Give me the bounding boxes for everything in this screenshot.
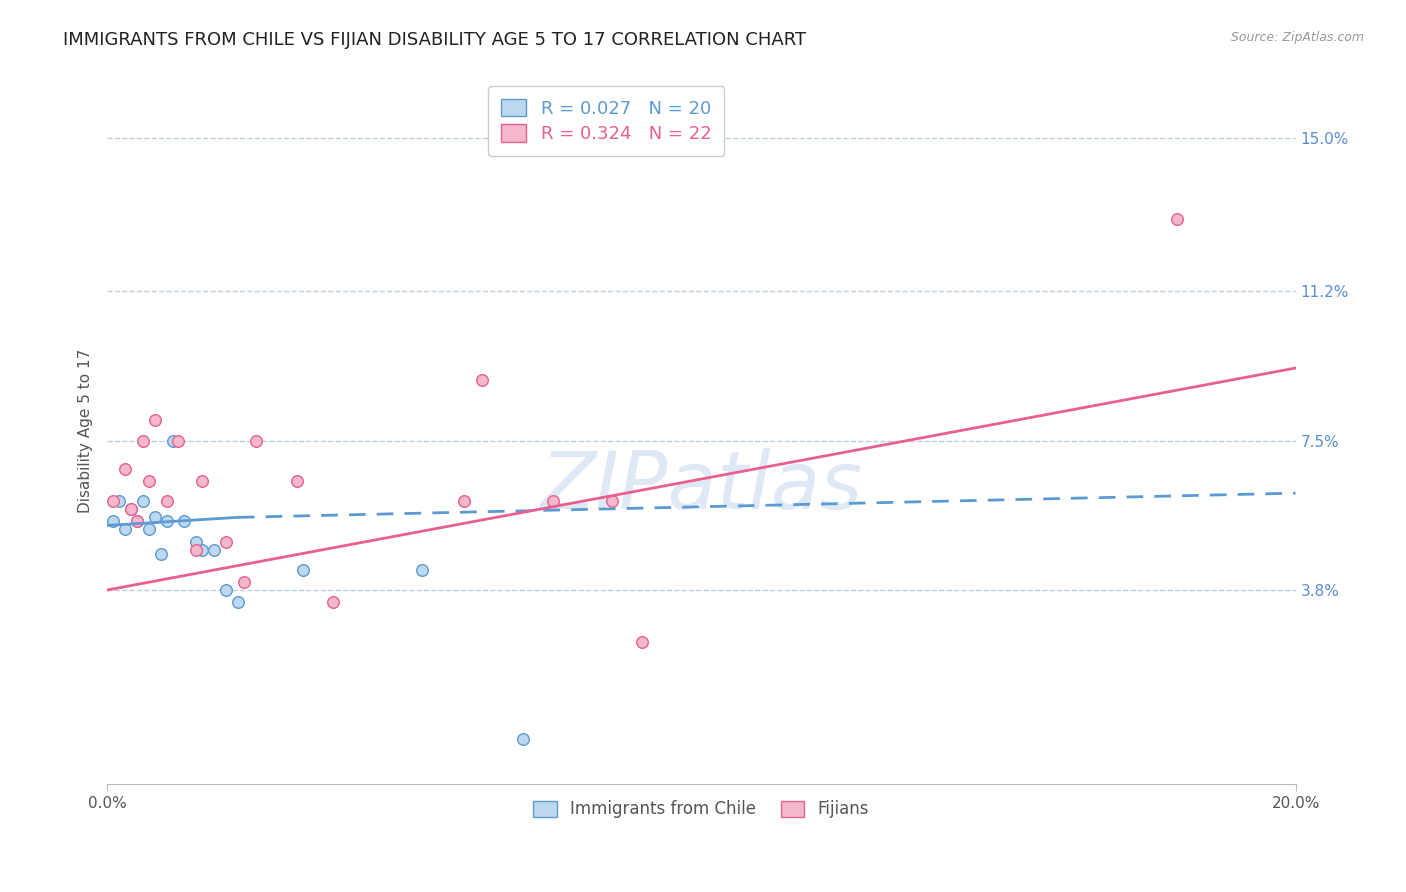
- Text: ZIPatlas: ZIPatlas: [540, 448, 862, 526]
- Point: [541, 494, 564, 508]
- Point: [173, 515, 195, 529]
- Point: [114, 523, 136, 537]
- Point: [186, 534, 208, 549]
- Text: Source: ZipAtlas.com: Source: ZipAtlas.com: [1230, 31, 1364, 45]
- Point: [120, 502, 142, 516]
- Point: [600, 494, 623, 508]
- Point: [453, 494, 475, 508]
- Point: [411, 563, 433, 577]
- Point: [512, 732, 534, 747]
- Point: [132, 494, 155, 508]
- Point: [108, 494, 131, 508]
- Point: [285, 474, 308, 488]
- Point: [470, 373, 492, 387]
- Legend: Immigrants from Chile, Fijians: Immigrants from Chile, Fijians: [527, 794, 876, 825]
- Point: [101, 515, 124, 529]
- Point: [322, 595, 344, 609]
- Point: [232, 574, 254, 589]
- Point: [125, 515, 148, 529]
- Y-axis label: Disability Age 5 to 17: Disability Age 5 to 17: [79, 349, 93, 513]
- Text: IMMIGRANTS FROM CHILE VS FIJIAN DISABILITY AGE 5 TO 17 CORRELATION CHART: IMMIGRANTS FROM CHILE VS FIJIAN DISABILI…: [63, 31, 807, 49]
- Point: [114, 462, 136, 476]
- Point: [138, 523, 160, 537]
- Point: [292, 563, 315, 577]
- Point: [245, 434, 267, 448]
- Point: [631, 635, 654, 649]
- Point: [101, 494, 124, 508]
- Point: [215, 582, 238, 597]
- Point: [120, 502, 142, 516]
- Point: [162, 434, 184, 448]
- Point: [1166, 211, 1188, 226]
- Point: [143, 510, 166, 524]
- Point: [155, 515, 177, 529]
- Point: [186, 542, 208, 557]
- Point: [155, 494, 177, 508]
- Point: [125, 515, 148, 529]
- Point: [167, 434, 190, 448]
- Point: [132, 434, 155, 448]
- Point: [143, 413, 166, 427]
- Point: [149, 547, 172, 561]
- Point: [191, 474, 214, 488]
- Point: [226, 595, 249, 609]
- Point: [138, 474, 160, 488]
- Point: [215, 534, 238, 549]
- Point: [202, 542, 225, 557]
- Point: [191, 542, 214, 557]
